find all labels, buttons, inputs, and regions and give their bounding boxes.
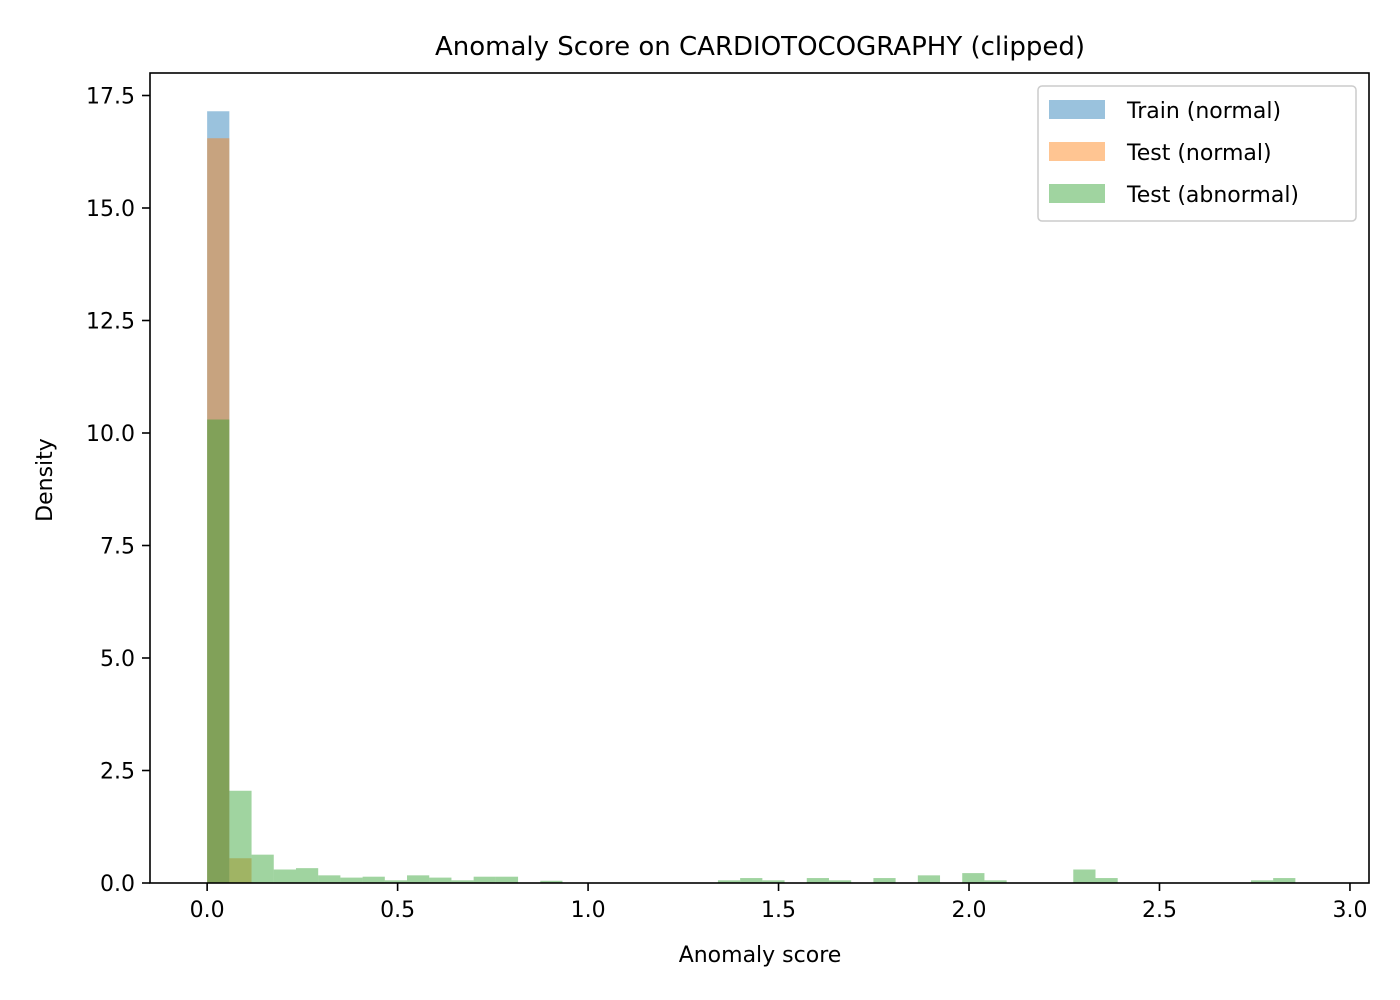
legend-swatch-2 bbox=[1049, 184, 1105, 203]
bar-series2-bin3 bbox=[273, 869, 296, 883]
bar-series2-bin22 bbox=[962, 873, 985, 883]
y-tick-label: 17.5 bbox=[86, 85, 135, 110]
bar-series2-bin0 bbox=[207, 419, 230, 883]
legend-label-0: Train (normal) bbox=[1126, 99, 1281, 124]
bar-series2-bin9 bbox=[407, 875, 430, 883]
x-axis: 0.0 0.5 1.0 1.5 2.0 2.5 3.0 bbox=[190, 883, 1367, 923]
x-tick-label: 0.5 bbox=[380, 898, 415, 923]
bar-series2-bin24 bbox=[1073, 869, 1096, 883]
y-tick-label: 0.0 bbox=[100, 872, 135, 897]
legend-label-2: Test (abnormal) bbox=[1126, 183, 1299, 208]
bar-series2-bin26 bbox=[1250, 880, 1274, 883]
bar-series2-bin1 bbox=[229, 790, 252, 883]
x-tick-label: 1.0 bbox=[571, 898, 606, 923]
x-tick-label: 2.5 bbox=[1142, 898, 1177, 923]
bar-series2-bin25 bbox=[1095, 878, 1118, 883]
bar-series2-bin21 bbox=[917, 875, 941, 883]
bar-series2-bin27 bbox=[1273, 878, 1296, 883]
x-tick-label: 0.0 bbox=[190, 898, 225, 923]
legend: Train (normal) Test (normal) Test (abnorma… bbox=[1037, 85, 1357, 222]
bar-series1-bin0 bbox=[207, 138, 230, 883]
y-tick-label: 12.5 bbox=[86, 310, 135, 335]
bar-series0-bin0 bbox=[207, 111, 230, 883]
bar-series2-bin4 bbox=[295, 868, 319, 883]
bar-series2-bin20 bbox=[873, 878, 896, 883]
y-tick-label: 5.0 bbox=[100, 647, 135, 672]
bar-series2-bin10 bbox=[429, 877, 452, 883]
bar-series2-bin17 bbox=[762, 880, 785, 883]
bar-series2-bin7 bbox=[362, 876, 385, 883]
bar-series2-bin5 bbox=[318, 875, 341, 883]
plot-frame bbox=[149, 72, 1370, 884]
bar-series2-bin14 bbox=[540, 880, 563, 883]
bar-series2-bin8 bbox=[384, 880, 408, 883]
bar-series2-bin19 bbox=[828, 880, 852, 883]
y-axis-title: Density bbox=[33, 438, 58, 522]
bar-series2-bin15 bbox=[717, 880, 741, 883]
y-tick-label: 7.5 bbox=[100, 535, 135, 560]
bar-series2-bin11 bbox=[451, 880, 474, 883]
y-tick-label: 2.5 bbox=[100, 760, 135, 785]
legend-label-1: Test (normal) bbox=[1126, 141, 1272, 166]
x-tick-label: 3.0 bbox=[1332, 898, 1367, 923]
y-tick-label: 10.0 bbox=[86, 422, 135, 447]
bar-series2-bin12 bbox=[473, 876, 496, 883]
x-tick-label: 1.5 bbox=[761, 898, 796, 923]
bar-series1-bin1 bbox=[229, 858, 252, 883]
bar-series2-bin23 bbox=[984, 880, 1007, 883]
legend-swatch-0 bbox=[1049, 100, 1105, 119]
bars-layer bbox=[207, 111, 1296, 883]
y-tick-label: 15.0 bbox=[86, 197, 135, 222]
bar-series2-bin13 bbox=[495, 876, 519, 883]
bar-series2-bin18 bbox=[806, 878, 829, 883]
bar-series2-bin16 bbox=[740, 878, 763, 883]
legend-box bbox=[1037, 85, 1357, 222]
legend-swatch-1 bbox=[1049, 142, 1105, 161]
chart-title: Anomaly Score on CARDIOTOCOGRAPHY (clipp… bbox=[435, 32, 1085, 62]
x-tick-label: 2.0 bbox=[952, 898, 987, 923]
bar-series2-bin2 bbox=[251, 854, 274, 883]
legend-items: Train (normal) Test (normal) Test (abnorma… bbox=[1049, 99, 1299, 208]
y-axis: 0.0 2.5 5.0 7.5 10.0 12.5 15.0 17.5 bbox=[86, 85, 150, 897]
bar-series2-bin6 bbox=[340, 877, 363, 883]
x-axis-title: Anomaly score bbox=[679, 943, 842, 968]
